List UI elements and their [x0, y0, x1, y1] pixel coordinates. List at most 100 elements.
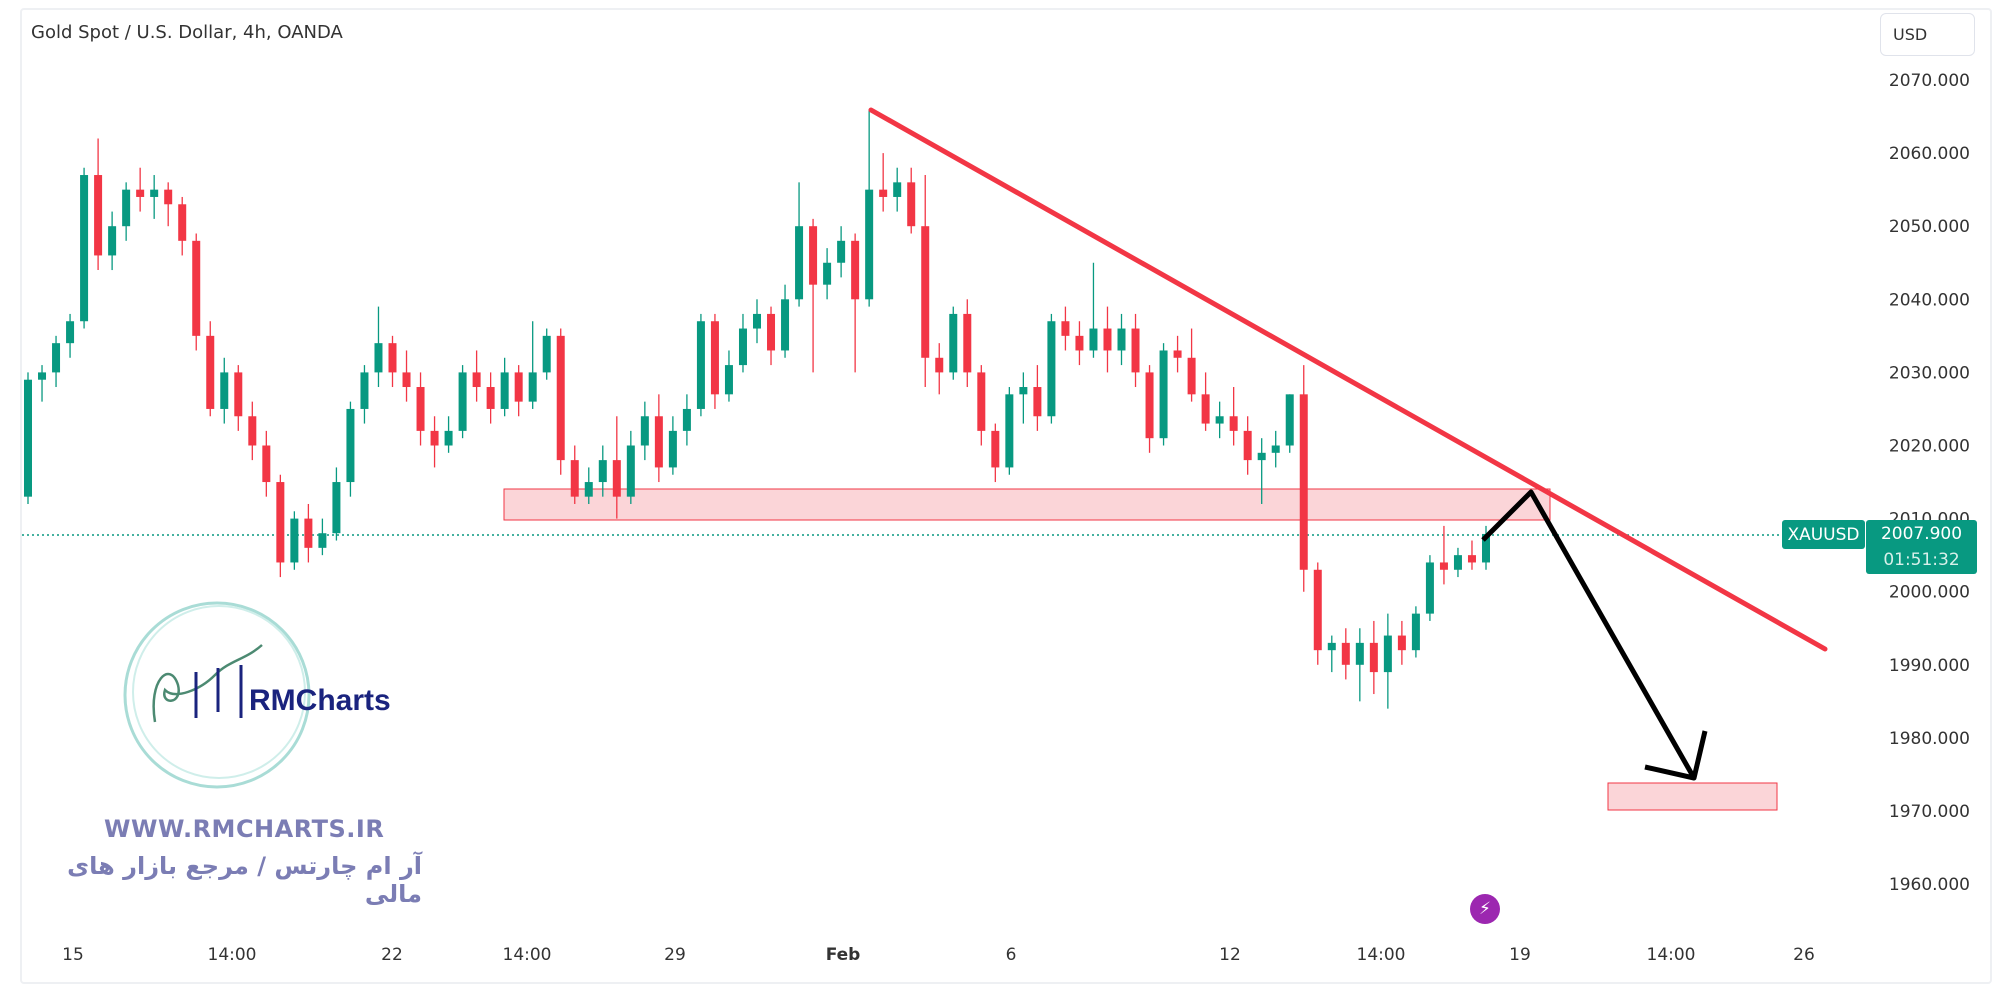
candle: [682, 394, 691, 446]
candle: [318, 518, 327, 556]
logo-text: RMCharts: [249, 684, 391, 717]
candle: [724, 350, 733, 402]
candle-body: [907, 182, 916, 227]
candle: [402, 350, 411, 402]
candle-body: [1383, 635, 1392, 673]
price-tick-label: 2070.000: [1889, 71, 1970, 91]
candle: [738, 313, 747, 373]
candle-body: [290, 518, 299, 563]
candle-body: [1159, 350, 1168, 439]
candle: [444, 416, 453, 453]
price-tick-label: 1980.000: [1889, 729, 1970, 749]
projection-arrow[interactable]: [1481, 489, 1697, 780]
candle: [1313, 562, 1322, 665]
candle-body: [1103, 328, 1112, 351]
candle: [1089, 262, 1098, 358]
bar-countdown: 01:51:32: [1883, 550, 1960, 570]
candle-body: [472, 372, 481, 388]
candle: [346, 401, 355, 497]
candle: [626, 430, 635, 504]
candle-body: [1019, 387, 1028, 395]
time-tick-label: 26: [1793, 945, 1815, 965]
candle: [542, 328, 551, 380]
candle: [108, 211, 117, 271]
currency-button[interactable]: USD: [1880, 13, 1975, 56]
candle-body: [1313, 569, 1322, 651]
candle-body: [1075, 335, 1084, 351]
candle-body: [332, 482, 341, 534]
candle: [1257, 438, 1266, 504]
candle-body: [1285, 394, 1294, 446]
candle: [1299, 365, 1308, 592]
candle-body: [710, 321, 719, 395]
candle: [472, 350, 481, 402]
candle-body: [556, 335, 565, 461]
candle-body: [696, 321, 705, 409]
candle: [1033, 365, 1042, 431]
candle: [893, 167, 902, 212]
candle-body: [136, 189, 145, 197]
candle: [640, 401, 649, 461]
candle-body: [514, 372, 523, 402]
candle: [556, 328, 565, 475]
lightning-icon[interactable]: ⚡: [1470, 894, 1500, 924]
candle-body: [276, 482, 285, 563]
candle: [1201, 372, 1210, 431]
candle: [1425, 555, 1434, 621]
candle-body: [949, 313, 958, 373]
candle-body: [1369, 642, 1378, 673]
price-tick-label: 1970.000: [1889, 802, 1970, 822]
candle: [865, 109, 874, 307]
candle: [1131, 313, 1140, 388]
time-tick-label: 29: [664, 945, 686, 965]
resistance-zone[interactable]: [503, 488, 1551, 521]
candle-body: [164, 189, 173, 205]
time-tick-label: 22: [381, 945, 403, 965]
candle-body: [865, 189, 874, 300]
candle: [458, 365, 467, 439]
candle: [136, 167, 145, 212]
candle-body: [402, 372, 411, 388]
candle-body: [1299, 394, 1308, 570]
candle: [837, 226, 846, 278]
candle: [907, 167, 916, 234]
candle-body: [1061, 321, 1070, 336]
candle-body: [1201, 394, 1210, 424]
candle-body: [1411, 613, 1420, 651]
candle: [654, 394, 663, 483]
candle-body: [626, 445, 635, 497]
candle: [935, 343, 944, 395]
candle: [66, 313, 75, 358]
price-tick-label: 1990.000: [1889, 656, 1970, 676]
candle-body: [977, 372, 986, 431]
target-zone[interactable]: [1607, 782, 1778, 811]
candle: [528, 321, 537, 409]
candle: [220, 357, 229, 424]
tagline-text: آر ام چارتس / مرجع بازار های مالی: [67, 852, 422, 908]
price-tick-label: 2030.000: [1889, 363, 1970, 383]
descending-trendline[interactable]: [868, 107, 1828, 652]
candle: [1411, 606, 1420, 658]
candle: [1243, 416, 1252, 475]
candle-body: [80, 175, 89, 322]
candle-body: [1117, 328, 1126, 351]
candle-body: [1341, 642, 1350, 665]
candle: [388, 335, 397, 388]
chart-frame: [20, 8, 1992, 984]
candle: [332, 467, 341, 541]
candle: [823, 248, 832, 300]
candle-body: [234, 372, 243, 417]
candle: [304, 503, 313, 563]
candle: [1355, 628, 1364, 702]
candle: [851, 233, 860, 373]
chart-title: Gold Spot / U.S. Dollar, 4h, OANDA: [31, 22, 343, 43]
candle-body: [38, 372, 47, 380]
candle: [1439, 525, 1448, 585]
candle-body: [178, 204, 187, 241]
candle: [80, 167, 89, 329]
candle: [1005, 387, 1014, 475]
candle-body: [809, 226, 818, 285]
candle: [262, 430, 271, 497]
candle-body: [767, 313, 776, 351]
